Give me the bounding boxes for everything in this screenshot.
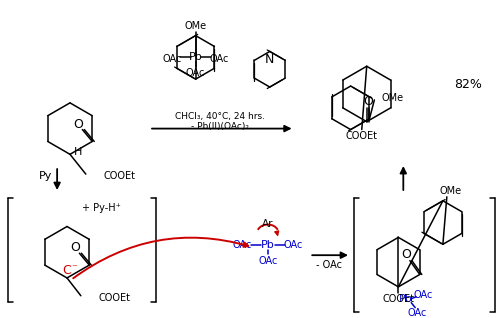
Text: N: N: [265, 53, 274, 66]
Text: - Pb(II)(OAc)₂: - Pb(II)(OAc)₂: [192, 122, 250, 131]
Text: OMe: OMe: [184, 21, 206, 31]
Text: Pb: Pb: [188, 52, 202, 62]
Text: OAc: OAc: [408, 308, 427, 318]
Text: O: O: [70, 241, 81, 254]
Text: CHCl₃, 40°C, 24 hrs.: CHCl₃, 40°C, 24 hrs.: [176, 112, 266, 121]
Text: OAc: OAc: [210, 54, 229, 64]
Text: H: H: [74, 147, 82, 157]
Text: COOEt: COOEt: [104, 171, 136, 181]
Text: O: O: [401, 248, 411, 261]
Text: OMe: OMe: [381, 93, 403, 103]
Text: C: C: [62, 264, 72, 277]
Text: OAc: OAc: [284, 240, 303, 250]
Text: COOEt: COOEt: [98, 293, 130, 303]
Text: - OAc: - OAc: [316, 260, 342, 270]
Text: ⁻: ⁻: [71, 263, 77, 273]
Text: OAc: OAc: [232, 240, 252, 250]
Text: + Py-H⁺: + Py-H⁺: [82, 203, 121, 213]
Text: COOEt: COOEt: [346, 130, 378, 141]
Text: OMe: OMe: [440, 186, 462, 196]
Text: OAc: OAc: [162, 54, 182, 64]
Text: 82%: 82%: [454, 78, 481, 91]
Text: OAc: OAc: [186, 68, 206, 78]
Text: O: O: [363, 95, 372, 108]
Text: Ar: Ar: [262, 218, 274, 229]
Text: OAc: OAc: [258, 256, 278, 266]
Text: COOEt: COOEt: [382, 294, 414, 304]
Text: Py: Py: [38, 171, 52, 181]
Text: O: O: [74, 118, 84, 131]
Text: OAc: OAc: [414, 290, 433, 300]
Text: Pb: Pb: [261, 240, 274, 250]
Text: Pb: Pb: [398, 294, 412, 304]
